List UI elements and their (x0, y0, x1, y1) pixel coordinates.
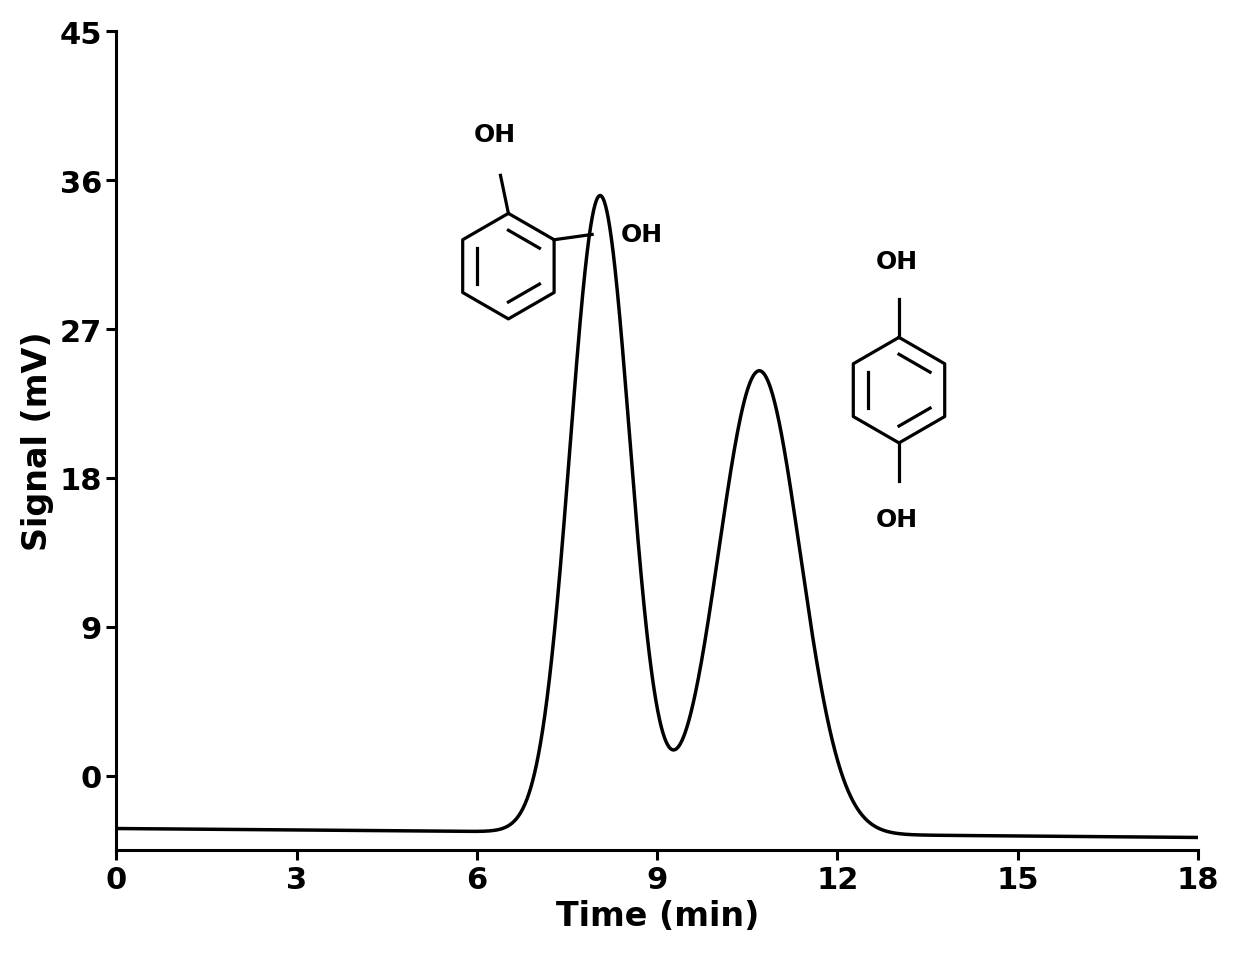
Text: OH: OH (875, 250, 918, 274)
X-axis label: Time (min): Time (min) (556, 900, 759, 932)
Text: OH: OH (621, 223, 663, 247)
Text: OH: OH (474, 123, 516, 147)
Y-axis label: Signal (mV): Signal (mV) (21, 332, 53, 551)
Text: OH: OH (875, 508, 918, 532)
